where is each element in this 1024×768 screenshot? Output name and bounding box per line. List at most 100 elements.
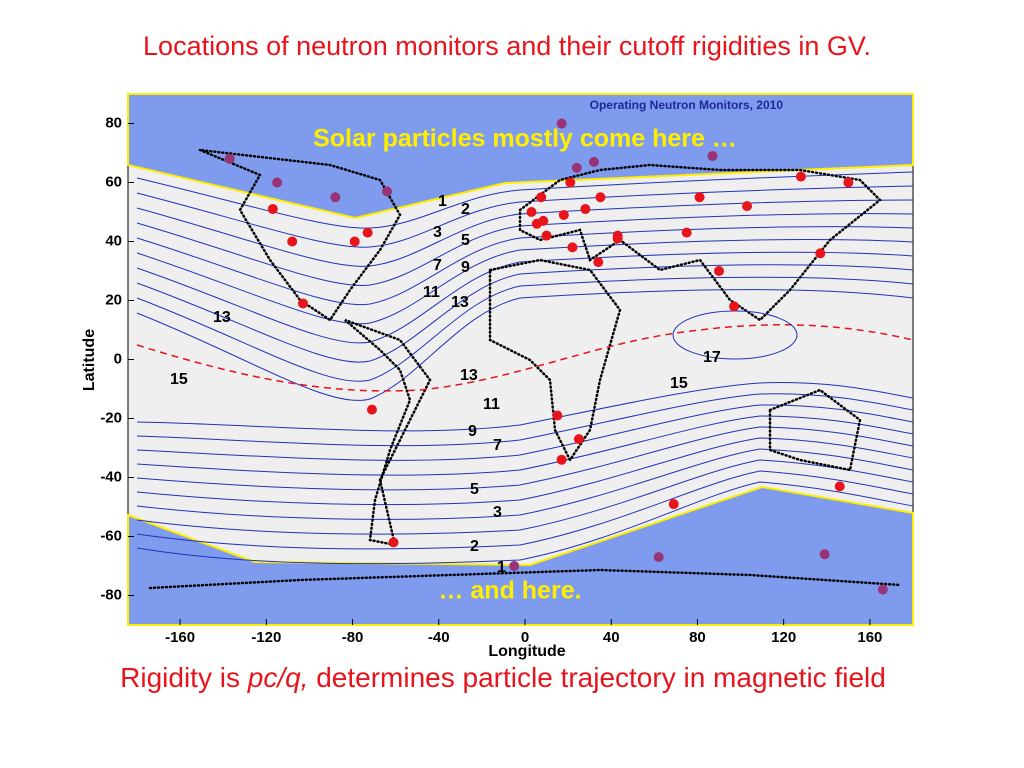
- station: [843, 177, 854, 188]
- contour-label: 5: [470, 481, 479, 498]
- contour-label: 15: [170, 371, 188, 388]
- y-tick-label: -40: [100, 468, 122, 485]
- x-tick-label: 120: [771, 629, 796, 646]
- station: [388, 537, 399, 548]
- station: [567, 242, 578, 253]
- contour: [136, 226, 914, 306]
- contour: [136, 264, 914, 363]
- coastline: [148, 148, 902, 590]
- station: [362, 227, 373, 238]
- station: [509, 561, 520, 571]
- station: [668, 499, 679, 510]
- station: [819, 549, 830, 560]
- station: [382, 186, 393, 197]
- y-tick-label: -60: [100, 527, 122, 544]
- station: [267, 204, 278, 215]
- x-tick-label: 160: [857, 629, 882, 646]
- station: [580, 204, 591, 215]
- x-axis-label: Longitude: [488, 643, 565, 660]
- station: [815, 248, 826, 259]
- contour: [136, 481, 914, 565]
- station: [330, 192, 341, 203]
- contour: [136, 276, 914, 382]
- contour-label: 2: [461, 201, 470, 218]
- y-tick-label: -80: [100, 586, 122, 603]
- contour: [136, 470, 914, 550]
- station: [573, 434, 584, 445]
- y-tick-label: -20: [100, 409, 122, 426]
- station: [556, 454, 567, 465]
- station: [565, 177, 576, 188]
- y-tick-label: 20: [105, 291, 122, 308]
- footer-text: Rigidity is: [120, 662, 248, 693]
- station: [297, 298, 308, 309]
- contour-label: 7: [493, 437, 502, 454]
- contour: [136, 448, 914, 520]
- station: [536, 192, 547, 203]
- contour-label: 17: [703, 349, 721, 366]
- map: Operating Neutron Monitors, 2010 Solar p…: [127, 93, 914, 626]
- y-axis-label: Latitude: [81, 329, 98, 391]
- x-tick-label: 40: [603, 629, 620, 646]
- contour: [136, 199, 914, 267]
- contours: [136, 171, 914, 565]
- station: [366, 404, 377, 415]
- contour-label: 13: [213, 309, 231, 326]
- station: [729, 301, 740, 312]
- contour-label: 13: [451, 294, 469, 311]
- station: [595, 192, 606, 203]
- contour: [136, 404, 914, 461]
- contour: [136, 459, 914, 535]
- map-title: Operating Neutron Monitors, 2010: [590, 98, 784, 112]
- footer: Rigidity is pc/q, determines particle tr…: [120, 662, 886, 693]
- contour-label: 1: [497, 559, 506, 576]
- contour: [136, 437, 914, 506]
- polar-region-north: [127, 93, 914, 220]
- station: [526, 207, 537, 217]
- station: [714, 266, 724, 276]
- station: [272, 177, 283, 188]
- x-tick-label: -40: [428, 629, 450, 646]
- footer-text: determines particle trajectory in magnet…: [308, 662, 885, 693]
- contour-label: 7: [433, 257, 442, 274]
- x-tick-label: -80: [342, 629, 364, 646]
- x-tick-label: -120: [251, 629, 281, 646]
- station: [681, 227, 692, 238]
- contour-label: 9: [468, 423, 477, 440]
- station: [287, 236, 298, 247]
- x-tick-label: 0: [521, 629, 529, 646]
- station: [707, 150, 718, 161]
- station: [541, 230, 552, 241]
- station: [556, 118, 567, 129]
- contour: [136, 239, 914, 325]
- station: [653, 552, 664, 563]
- contour-label: 5: [461, 232, 470, 249]
- contour: [136, 213, 914, 286]
- contour-label: 2: [470, 538, 479, 555]
- contour-label: 9: [461, 259, 470, 276]
- contour: [136, 185, 914, 248]
- contour-label: 11: [423, 284, 440, 301]
- footer-text: pc/q,: [247, 662, 309, 693]
- station: [742, 201, 753, 212]
- y-tick-label: 80: [105, 114, 122, 131]
- y-tick-label: 60: [105, 173, 122, 190]
- contour-label: 11: [483, 396, 500, 413]
- annotation: … and here.: [438, 577, 581, 605]
- annotation: Solar particles mostly come here …: [313, 125, 737, 153]
- y-tick-label: 0: [114, 350, 122, 367]
- contour-label: 3: [493, 504, 502, 521]
- contour: [136, 426, 914, 491]
- station: [834, 481, 845, 492]
- station: [877, 584, 888, 595]
- contour: [136, 415, 914, 476]
- station: [552, 410, 563, 421]
- x-tick-label: 80: [689, 629, 706, 646]
- contour-label: 15: [670, 375, 688, 392]
- y-tick-label: 40: [105, 232, 122, 249]
- contour: [136, 171, 914, 229]
- contour: [136, 251, 914, 344]
- station: [795, 171, 806, 182]
- station: [558, 209, 569, 220]
